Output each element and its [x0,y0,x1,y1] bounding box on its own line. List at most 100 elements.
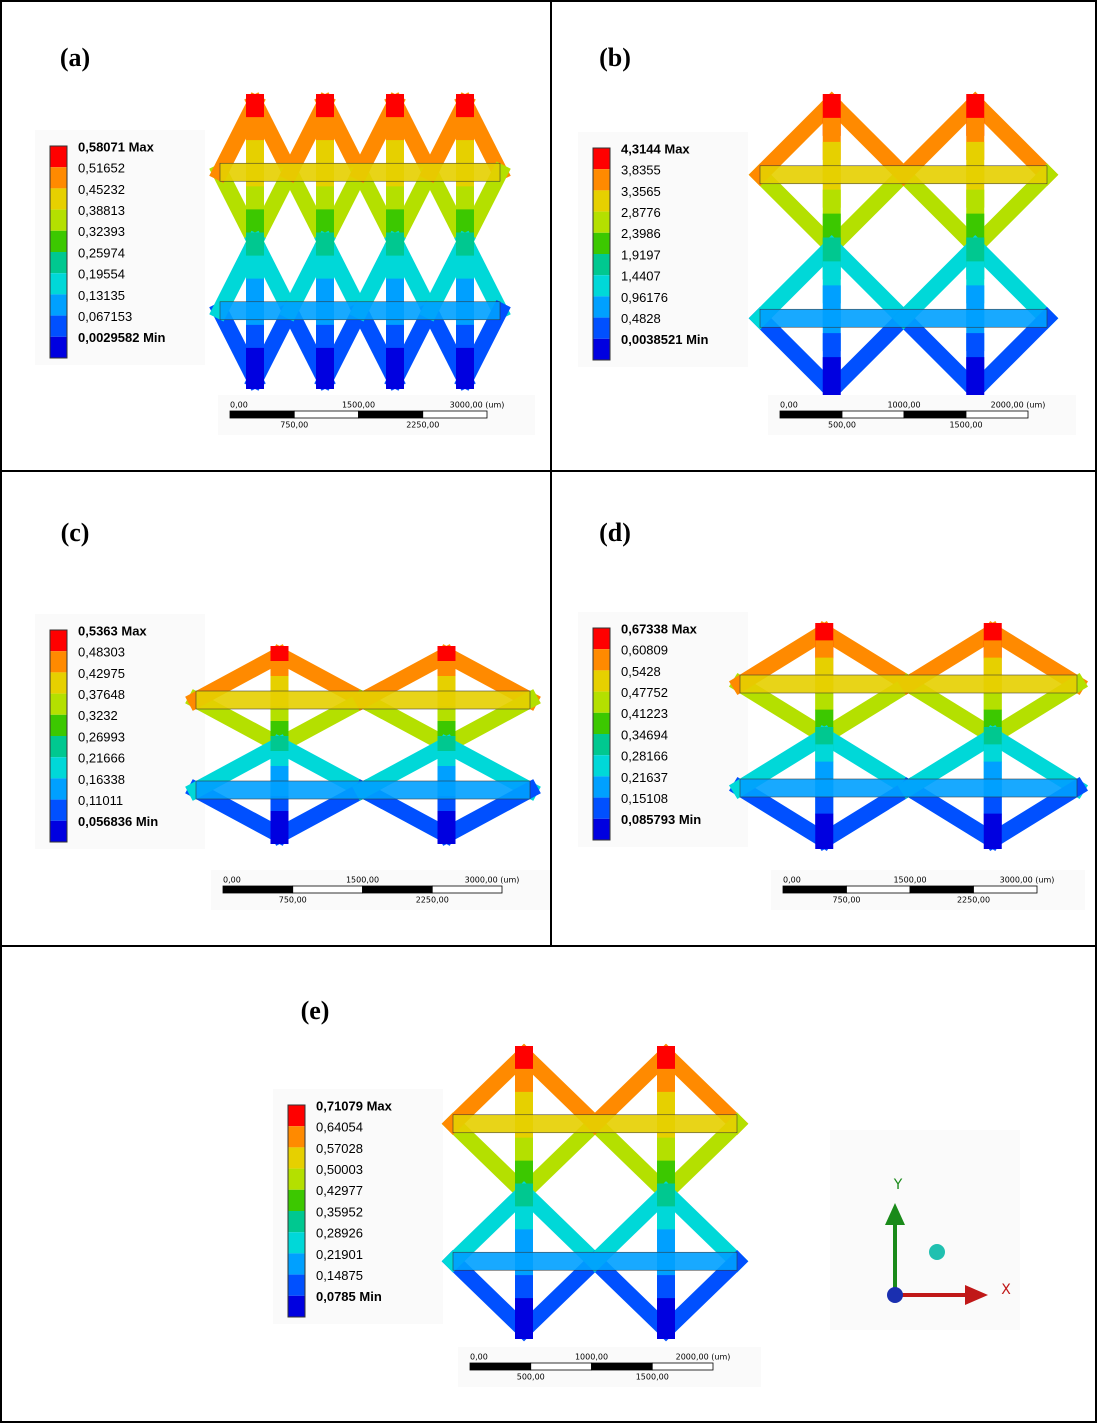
scale-bar [293,886,363,893]
legend-swatch [593,628,610,649]
scale-label: 0,00 [230,401,248,410]
lattice-strut [453,1055,524,1124]
legend-label: 0,42975 [78,666,125,681]
lattice-strut [832,103,904,175]
legend-label: 0,47752 [621,685,668,700]
scale-bar [470,1363,531,1370]
legend-label: 0,19554 [78,267,125,282]
panel-label: (d) [599,518,631,547]
lattice-strut [524,1055,595,1124]
legend-label: 3,8355 [621,163,661,178]
legend-label: 0,60809 [621,643,668,658]
scale-bar [910,886,974,893]
legend-swatch [593,148,610,169]
scale-bar [432,886,502,893]
scale-label: 1000,00 [887,401,920,410]
panel-label: (b) [599,43,631,72]
legend-label: 0,3232 [78,708,118,723]
legend-swatch [50,736,67,757]
panel-label: (a) [60,43,90,72]
lattice-strut [524,1193,595,1262]
legend-swatch [593,670,610,691]
legend-swatch [593,296,610,317]
scale-label: 1000,00 [575,1353,608,1362]
lattice-strut [595,1193,666,1262]
legend-label: 0,26993 [78,729,125,744]
scale-bar [230,411,294,418]
lattice-strut [453,1124,524,1193]
legend-label: 0,5363 Max [78,623,147,638]
panel: (e)0,71079 Max0,640540,570280,500030,429… [0,945,1097,1423]
legend-label: 0,13135 [78,288,125,303]
scale-label: 0,00 [780,401,798,410]
legend-swatch [50,337,67,358]
legend-swatch [288,1275,305,1296]
scale-label: 750,00 [280,421,308,430]
scale-label: 0,00 [223,876,241,885]
legend-label: 0,35952 [316,1204,363,1219]
legend-label: 0,28166 [621,749,668,764]
axis-label: X [1001,1282,1011,1298]
lattice-strut [666,1124,737,1193]
legend-label: 3,3565 [621,184,661,199]
panel: (a)0,58071 Max0,516520,452320,388130,323… [0,0,550,470]
legend-swatch [50,778,67,799]
panel: (c)0,5363 Max0,483030,429750,376480,3232… [0,470,550,945]
legend-label: 0,085793 Min [621,812,701,827]
legend-swatch [593,692,610,713]
legend-swatch [288,1211,305,1232]
legend-swatch [50,630,67,651]
scale-label: 500,00 [828,421,856,430]
legend-label: 0,0785 Min [316,1289,382,1304]
panel-label: (c) [61,518,90,547]
legend-label: 0,0029582 Min [78,330,166,345]
lattice-beam [453,1252,737,1270]
lattice-beam [220,163,500,181]
scale-label: 1500,00 [346,876,379,885]
scale-bar [592,1363,653,1370]
legend-label: 0,34694 [621,727,668,742]
lattice-beam [196,781,530,799]
lattice-strut [760,318,832,390]
legend-swatch [593,275,610,296]
legend-label: 0,16338 [78,772,125,787]
lattice-beam [740,675,1077,693]
lattice-strut [760,175,832,247]
lattice-strut [453,1193,524,1262]
scale-bar [652,1363,713,1370]
legend-label: 1,9197 [621,247,661,262]
legend-label: 0,11011 [78,793,123,808]
lattice-beam [760,309,1047,327]
scale-bar [904,411,966,418]
legend-label: 4,3144 Max [621,141,690,156]
panel-label: (e) [301,996,330,1025]
scale-label: 0,00 [470,1353,488,1362]
lattice-strut [524,1124,595,1193]
legend-label: 0,14875 [316,1268,363,1283]
scale-label: 2250,00 [957,896,990,905]
scale-bar [294,411,358,418]
legend-label: 0,21637 [621,770,668,785]
scale-bar [842,411,904,418]
figure: (a)0,58071 Max0,516520,452320,388130,323… [0,0,1097,1423]
lattice-beam [220,302,500,320]
legend-label: 0,58071 Max [78,139,155,154]
scale-label: 0,00 [783,876,801,885]
lattice-beam [740,779,1077,797]
lattice-strut [760,247,832,319]
scale-label: 1500,00 [636,1373,669,1382]
scale-label: 3000,00 (um) [465,876,520,885]
lattice-beam [196,691,530,709]
legend-swatch [288,1105,305,1126]
legend-swatch [593,819,610,840]
scale-label: 2250,00 [406,421,439,430]
axis-label: Y [893,1177,903,1193]
legend-label: 0,28926 [316,1226,363,1241]
legend-swatch [50,167,67,188]
legend-swatch [593,254,610,275]
legend-label: 0,96176 [621,290,668,305]
scale-bar [359,411,423,418]
legend-swatch [50,757,67,778]
legend-swatch [50,146,67,167]
legend-label: 0,4828 [621,311,661,326]
